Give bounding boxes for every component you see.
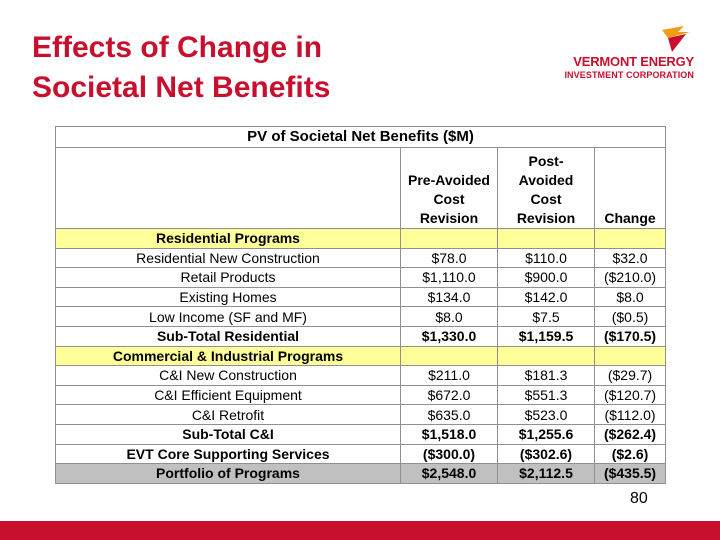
table-row: Portfolio of Programs $2,548.0 $2,112.5 ($4… (55, 463, 667, 484)
post-avoided-cost-value: $1,255.6 (497, 423, 595, 445)
change-value: ($210.0) (593, 267, 667, 288)
post-avoided-cost-value: $181.3 (497, 365, 595, 386)
row-label: Residential Programs (55, 228, 401, 249)
change-value: ($0.5) (593, 306, 667, 327)
pre-avoided-cost-value: $635.0 (400, 404, 498, 425)
row-label: Sub-Total C&I (55, 423, 401, 445)
row-label: Low Income (SF and MF) (55, 306, 401, 327)
change-value: ($112.0) (593, 404, 667, 425)
section-header-row: Residential Programs (55, 228, 667, 249)
footer-bar (0, 521, 720, 540)
pre-avoided-cost-value: $8.0 (400, 306, 498, 327)
post-avoided-cost-value: $1,159.5 (497, 325, 595, 347)
vermont-energy-logo: VERMONT ENERGY INVESTMENT CORPORATION (548, 24, 694, 84)
post-avoided-cost-value (497, 345, 595, 367)
post-avoided-cost-value: $551.3 (497, 384, 595, 406)
pre-avoided-cost-value: $211.0 (400, 365, 498, 386)
table-row: C&I New Construction $211.0 $181.3 ($29.7) (55, 365, 667, 386)
slide-title: Effects of Change in Societal Net Benefi… (32, 28, 330, 108)
row-label: Sub-Total Residential (55, 325, 401, 347)
table-row: C&I Efficient Equipment $672.0 $551.3 ($120… (55, 384, 667, 406)
page-number: 80 (630, 490, 648, 507)
table-row: Retail Products $1,110.0 $900.0 ($210.0) (55, 267, 667, 288)
row-label: Residential New Construction (55, 247, 401, 269)
row-label: C&I Efficient Equipment (55, 384, 401, 406)
logo-text-line2: INVESTMENT CORPORATION (564, 70, 694, 80)
pre-avoided-cost-value: $134.0 (400, 286, 498, 308)
pre-avoided-cost-value: $2,548.0 (400, 463, 498, 484)
row-label: Retail Products (55, 267, 401, 288)
column-header-blank (55, 147, 401, 229)
flame-leaf-icon (662, 26, 690, 52)
row-label: C&I Retrofit (55, 404, 401, 425)
table-row: Sub-Total Residential $1,330.0 $1,159.5 ($1… (55, 325, 667, 347)
post-avoided-cost-value: $110.0 (497, 247, 595, 269)
section-header-row: Commercial & Industrial Programs (55, 345, 667, 367)
row-label: C&I New Construction (55, 365, 401, 386)
column-header-row: Pre-Avoided Cost Revision Post-Avoided C… (55, 147, 667, 229)
row-label: Commercial & Industrial Programs (55, 345, 401, 367)
table-row: Residential New Construction $78.0 $110.0 $… (55, 247, 667, 269)
societal-net-benefits-table: PV of Societal Net Benefits ($M) Pre-Avo… (54, 126, 667, 484)
change-value (593, 345, 667, 367)
pre-avoided-cost-value: $1,330.0 (400, 325, 498, 347)
logo-text-line1: VERMONT ENERGY (573, 54, 694, 69)
change-value: ($435.5) (593, 463, 667, 484)
pre-avoided-cost-value: $1,110.0 (400, 267, 498, 288)
pre-avoided-cost-value (400, 228, 498, 249)
row-label: Portfolio of Programs (55, 463, 401, 484)
change-value: $8.0 (593, 286, 667, 308)
pre-avoided-cost-value (400, 345, 498, 367)
post-avoided-cost-value: $142.0 (497, 286, 595, 308)
title-line-1: Effects of Change in (32, 31, 323, 64)
change-value: ($262.4) (593, 423, 667, 445)
post-avoided-cost-value: ($302.6) (497, 443, 595, 465)
table-row: C&I Retrofit $635.0 $523.0 ($112.0) (55, 404, 667, 425)
pre-avoided-cost-value: $672.0 (400, 384, 498, 406)
table-row: Low Income (SF and MF) $8.0 $7.5 ($0.5) (55, 306, 667, 327)
column-header-post: Post-Avoided Cost Revision (497, 147, 595, 229)
pre-avoided-cost-value: $1,518.0 (400, 423, 498, 445)
table-title-row: PV of Societal Net Benefits ($M) (54, 126, 667, 148)
table-title: PV of Societal Net Benefits ($M) (54, 126, 667, 148)
post-avoided-cost-value: $523.0 (497, 404, 595, 425)
change-value: $32.0 (593, 247, 667, 269)
row-label: Existing Homes (55, 286, 401, 308)
table-row: Existing Homes $134.0 $142.0 $8.0 (55, 286, 667, 308)
change-value: ($120.7) (593, 384, 667, 406)
post-avoided-cost-value: $900.0 (497, 267, 595, 288)
post-avoided-cost-value: $7.5 (497, 306, 595, 327)
column-header-change: Change (593, 147, 667, 229)
pre-avoided-cost-value: $78.0 (400, 247, 498, 269)
table-row: Sub-Total C&I $1,518.0 $1,255.6 ($262.4) (55, 423, 667, 445)
change-value (593, 228, 667, 249)
column-header-pre: Pre-Avoided Cost Revision (400, 147, 498, 229)
pre-avoided-cost-value: ($300.0) (400, 443, 498, 465)
table-row: EVT Core Supporting Services ($300.0) ($30… (55, 443, 667, 465)
post-avoided-cost-value (497, 228, 595, 249)
row-label: EVT Core Supporting Services (55, 443, 401, 465)
change-value: ($2.6) (593, 443, 667, 465)
change-value: ($170.5) (593, 325, 667, 347)
change-value: ($29.7) (593, 365, 667, 386)
post-avoided-cost-value: $2,112.5 (497, 463, 595, 484)
title-line-2: Societal Net Benefits (32, 71, 331, 104)
